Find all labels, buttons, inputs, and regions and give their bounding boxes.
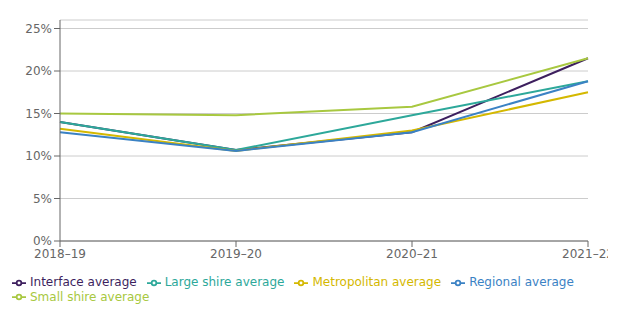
svg-text:0%: 0%	[33, 234, 52, 248]
svg-text:2021–22: 2021–22	[562, 247, 608, 261]
html-text:Small shire average: Small shire average	[30, 289, 150, 304]
svg-text:2020–21: 2020–21	[386, 247, 438, 261]
svg-text:2019–20: 2019–20	[210, 247, 262, 261]
svg-text:5%: 5%	[33, 192, 52, 206]
svg-text:2018–19: 2018–19	[34, 247, 86, 261]
svg-text:10%: 10%	[25, 149, 52, 163]
html-text:Interface average: Interface average	[30, 275, 137, 289]
svg-text:20%: 20%	[25, 64, 52, 78]
svg-text:25%: 25%	[25, 22, 52, 36]
html-text:Large shire average: Large shire average	[164, 275, 285, 289]
html-text:Regional average: Regional average	[469, 275, 574, 289]
html-text:Metropolitan average: Metropolitan average	[312, 275, 442, 289]
svg-text:15%: 15%	[25, 107, 52, 121]
